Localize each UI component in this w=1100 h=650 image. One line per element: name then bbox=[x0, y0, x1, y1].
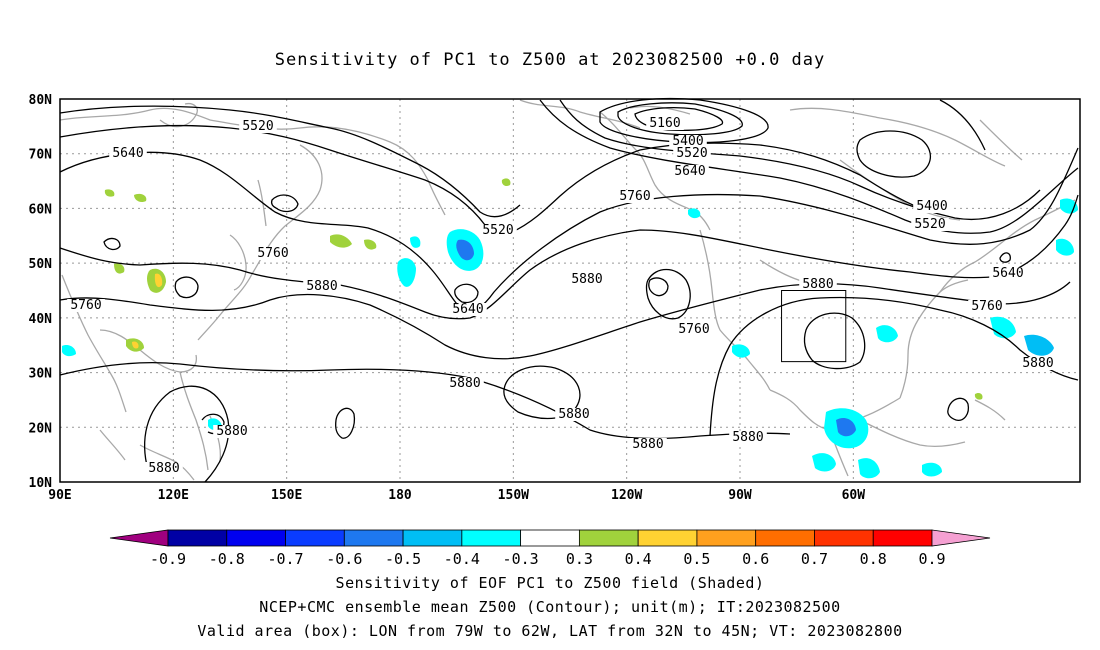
contour-label: 5400 bbox=[916, 199, 947, 214]
colorbar-segment bbox=[637, 529, 698, 547]
lat-label: 80N bbox=[29, 93, 53, 108]
lat-label: 60N bbox=[29, 202, 53, 217]
latitude-labels: 80N 70N 60N 50N 40N 30N 20N 10N bbox=[29, 93, 53, 491]
lat-label: 40N bbox=[29, 312, 53, 327]
colorbar-tick-label: -0.9 bbox=[150, 550, 186, 568]
lon-label: 90E bbox=[48, 488, 71, 500]
map-title: Sensitivity of PC1 to Z500 at 2023082500… bbox=[274, 50, 826, 70]
lon-label: 150E bbox=[271, 488, 302, 500]
colorbar-tick-label: 0.5 bbox=[683, 550, 710, 568]
colorbar: -0.9 -0.8 -0.7 -0.6 -0.5 -0.4 -0.3 0.3 0.4 0.5 0.6… bbox=[109, 529, 991, 568]
contour-label: 5880 bbox=[571, 272, 602, 287]
colorbar-low-arrow bbox=[109, 529, 169, 547]
lat-label: 30N bbox=[29, 367, 53, 382]
contour-label: 5640 bbox=[992, 266, 1023, 281]
colorbar-tick-label: -0.5 bbox=[385, 550, 421, 568]
colorbar-segment bbox=[872, 529, 933, 547]
lon-label: 90W bbox=[728, 488, 752, 500]
contour-label: 5880 bbox=[306, 279, 337, 294]
contour-labels: 5160540054005520552055205520564056405640… bbox=[67, 116, 1057, 476]
colorbar-tick-label: 0.4 bbox=[625, 550, 652, 568]
contour-label: 5640 bbox=[112, 146, 143, 161]
colorbar-segment bbox=[226, 529, 286, 547]
lon-label: 60W bbox=[842, 488, 866, 500]
colorbar-tick-label: 0.7 bbox=[801, 550, 828, 568]
caption-line-2: NCEP+CMC ensemble mean Z500 (Contour); u… bbox=[259, 598, 841, 616]
contour-label: 5880 bbox=[449, 376, 480, 391]
colorbar-tick-label: -0.3 bbox=[503, 550, 539, 568]
contour-label: 5760 bbox=[70, 298, 101, 313]
contour-label: 5880 bbox=[1022, 356, 1053, 371]
colorbar-segment bbox=[285, 529, 345, 547]
valid-area-box bbox=[781, 290, 847, 363]
caption-line-3: Valid area (box): LON from 79W to 62W, L… bbox=[197, 622, 903, 640]
contour-label: 5160 bbox=[649, 116, 680, 131]
contour-label: 5880 bbox=[558, 407, 589, 422]
colorbar-high-arrow bbox=[931, 529, 991, 547]
contour-label: 5880 bbox=[632, 437, 663, 452]
contour-label: 5880 bbox=[216, 424, 247, 439]
contour-label: 5520 bbox=[676, 146, 707, 161]
lat-label: 50N bbox=[29, 257, 53, 272]
colorbar-tick-label: 0.9 bbox=[918, 550, 945, 568]
lat-label: 20N bbox=[29, 421, 53, 436]
contour-label: 5760 bbox=[619, 189, 650, 204]
colorbar-tick-label: 0.3 bbox=[566, 550, 593, 568]
contour-label: 5400 bbox=[672, 134, 703, 149]
colorbar-tick-label: 0.8 bbox=[860, 550, 887, 568]
colorbar-segment bbox=[461, 529, 522, 547]
lon-label: 120W bbox=[611, 488, 642, 500]
contour-label: 5760 bbox=[678, 322, 709, 337]
colorbar-segment bbox=[578, 529, 639, 547]
contour-label: 5880 bbox=[732, 430, 763, 445]
colorbar-tick-label: -0.8 bbox=[209, 550, 245, 568]
sensitivity-shading bbox=[62, 178, 1078, 479]
colorbar-tick-label: 0.6 bbox=[742, 550, 769, 568]
colorbar-segment bbox=[520, 529, 580, 547]
contour-label: 5520 bbox=[242, 119, 273, 134]
colorbar-segment bbox=[755, 529, 815, 547]
caption-line-1: Sensitivity of EOF PC1 to Z500 field (Sh… bbox=[335, 574, 765, 592]
contour-label: 5880 bbox=[802, 277, 833, 292]
lon-label: 120E bbox=[158, 488, 189, 500]
lon-label: 150W bbox=[498, 488, 529, 500]
longitude-labels: 90E 120E 150E 180 150W 120W 90W 60W bbox=[48, 488, 865, 500]
colorbar-tick-label: -0.6 bbox=[326, 550, 362, 568]
map-frame bbox=[59, 98, 1081, 483]
lat-label: 10N bbox=[29, 476, 53, 491]
colorbar-segment bbox=[814, 529, 874, 547]
contour-label: 5880 bbox=[148, 461, 179, 476]
colorbar-segment bbox=[696, 529, 757, 547]
lat-label: 70N bbox=[29, 148, 53, 163]
contour-label: 5640 bbox=[674, 164, 705, 179]
contour-label: 5520 bbox=[914, 217, 945, 232]
colorbar-segment bbox=[167, 529, 228, 547]
contour-label: 5760 bbox=[971, 299, 1002, 314]
contour-label: 5520 bbox=[482, 223, 513, 238]
colorbar-tick-label: -0.4 bbox=[444, 550, 480, 568]
lon-label: 180 bbox=[388, 488, 412, 500]
colorbar-segment bbox=[402, 529, 463, 547]
colorbar-segment bbox=[343, 529, 404, 547]
colorbar-tick-label: -0.7 bbox=[267, 550, 303, 568]
sensitivity-map: 5160540054005520552055205520564056405640… bbox=[29, 93, 1081, 500]
contour-label: 5760 bbox=[257, 246, 288, 261]
contour-label: 5640 bbox=[452, 302, 483, 317]
